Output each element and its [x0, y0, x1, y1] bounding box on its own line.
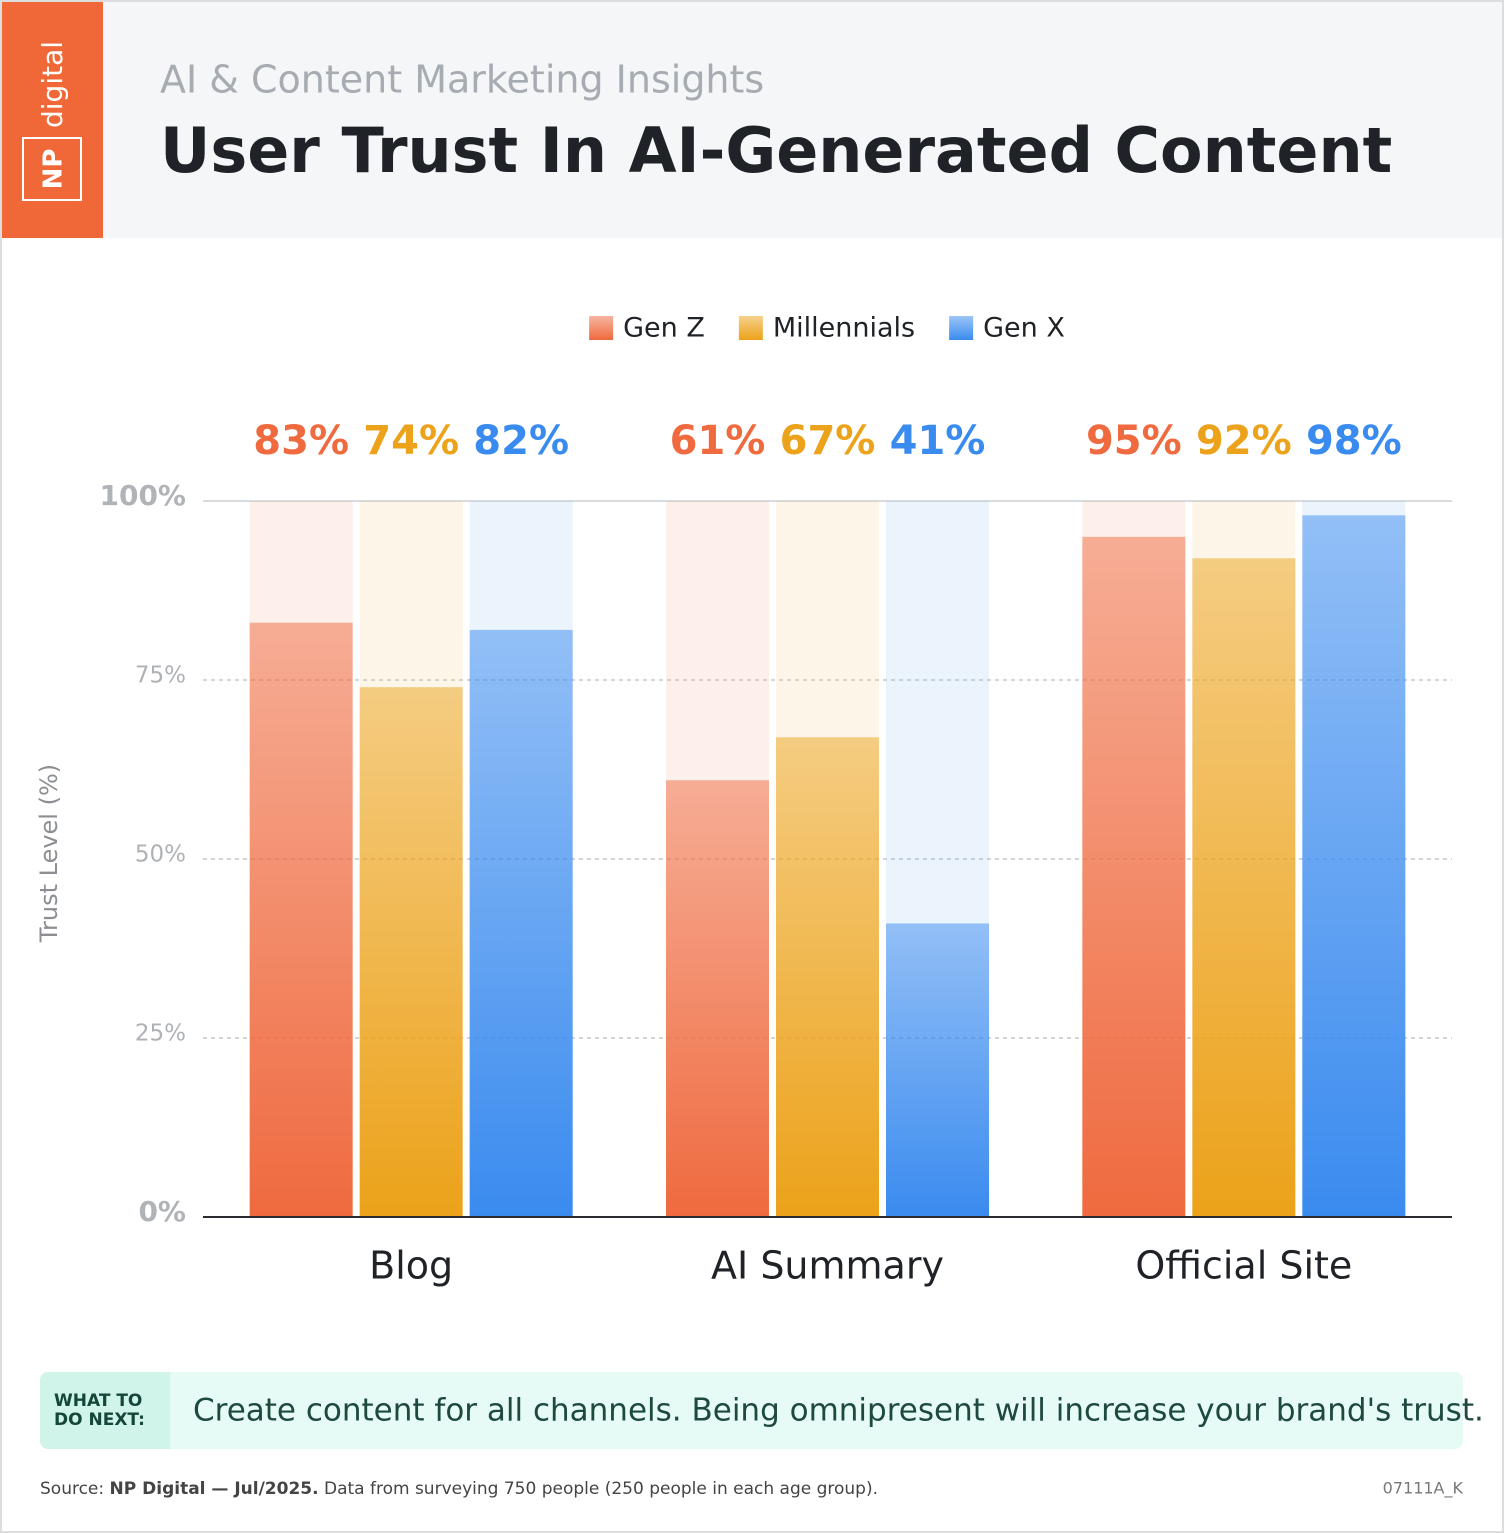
callout-text: Create content for all channels. Being o… — [193, 1393, 1484, 1429]
y-tick-label: 100% — [99, 479, 186, 512]
callout-label-wrap: WHAT TO DO NEXT: — [54, 1390, 145, 1430]
callout-label: WHAT TO DO NEXT: — [54, 1390, 145, 1430]
title: User Trust In AI-Generated Content — [160, 114, 1392, 187]
legend-label: Gen X — [983, 313, 1065, 344]
logo-digital: digital — [36, 41, 69, 128]
x-tick-label: Blog — [369, 1244, 453, 1288]
legend-swatch — [738, 316, 763, 340]
logo-frame — [22, 137, 82, 201]
logo-box — [2, 2, 103, 238]
callout-label-box — [40, 1372, 170, 1449]
bar — [1192, 558, 1296, 1217]
value-label: 92% — [1196, 418, 1292, 464]
logo-np: NP — [39, 149, 69, 190]
legend-swatch — [949, 316, 974, 340]
source: Source: NP Digital — Jul/2025. Data from… — [40, 1479, 878, 1499]
legend-label: Gen Z — [623, 313, 705, 344]
y-tick-label: 50% — [135, 842, 186, 868]
value-label: 83% — [253, 418, 349, 464]
bar — [776, 737, 879, 1217]
bar — [886, 923, 989, 1217]
value-label: 41% — [890, 418, 986, 464]
bars — [249, 515, 1406, 1217]
bar — [359, 687, 463, 1217]
y-tick-label: 25% — [135, 1021, 186, 1047]
callout-box — [40, 1372, 1463, 1449]
value-label: 95% — [1086, 418, 1182, 464]
bar — [469, 629, 573, 1217]
x-tick-label: AI Summary — [711, 1244, 944, 1288]
value-label: 67% — [780, 418, 876, 464]
bar — [249, 622, 353, 1217]
value-label: 82% — [473, 418, 569, 464]
value-label: 98% — [1306, 418, 1402, 464]
legend-label: Millennials — [773, 313, 915, 344]
source-name: NP Digital — Jul/2025. — [110, 1479, 319, 1499]
legend: Gen Z Millennials Gen X — [589, 313, 1065, 344]
bar — [1302, 515, 1406, 1217]
bar — [666, 780, 769, 1217]
value-label: 61% — [670, 418, 766, 464]
y-tick-label: 75% — [135, 663, 186, 689]
code: 07111A_K — [1383, 1479, 1464, 1499]
source-label: Source: — [40, 1479, 104, 1499]
subtitle: AI & Content Marketing Insights — [160, 58, 764, 102]
legend-swatch — [589, 316, 614, 340]
header-band — [2, 2, 1502, 238]
x-tick-label: Official Site — [1135, 1244, 1352, 1288]
y-tick-label: 0% — [138, 1195, 186, 1228]
source-text: Data from surveying 750 people (250 peop… — [324, 1479, 878, 1499]
bar — [1082, 536, 1186, 1217]
y-axis-label: Trust Level (%) — [35, 764, 63, 943]
value-label: 74% — [363, 418, 459, 464]
